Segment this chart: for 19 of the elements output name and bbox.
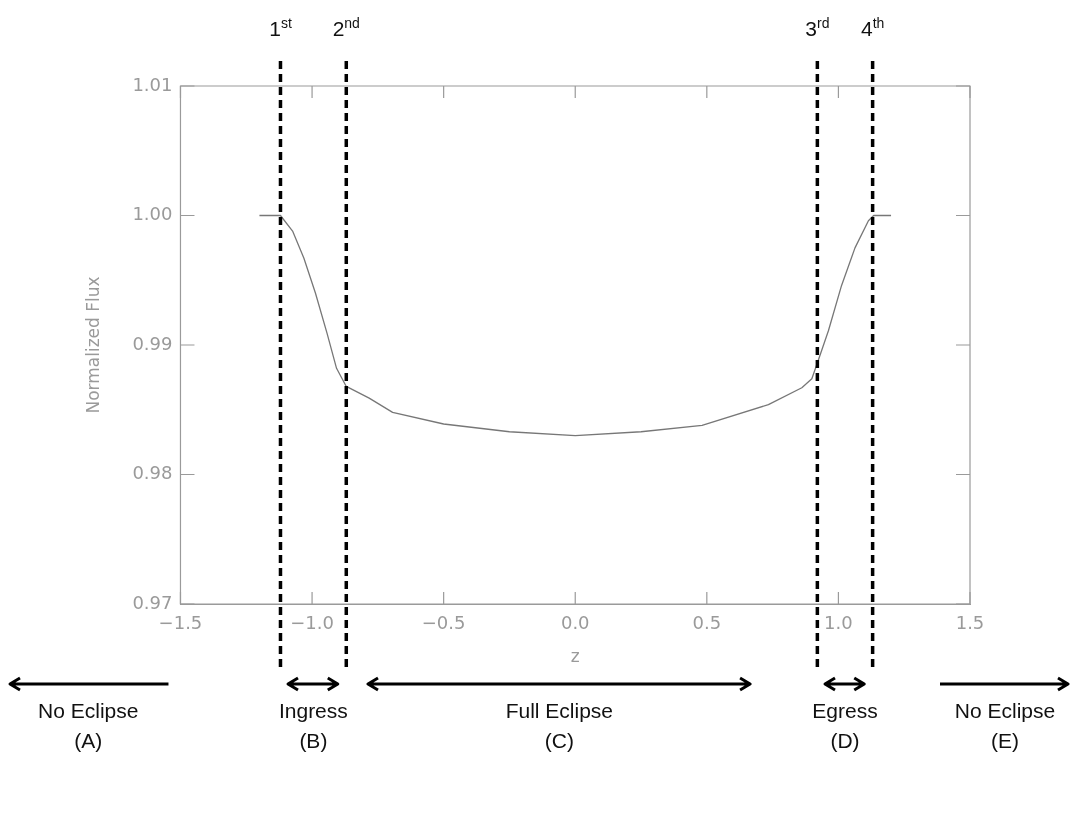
- x-tick-label: −1.0: [290, 612, 334, 634]
- text: Full Eclipse (C): [505, 698, 613, 755]
- y-tick-label: 1.01: [132, 73, 173, 95]
- text: Ingress (B): [278, 698, 348, 755]
- text: No Eclipse (A): [38, 698, 139, 755]
- y-tick-label: 0.97: [132, 591, 173, 613]
- x-axis-title: z: [570, 646, 580, 667]
- x-tick-label: −0.5: [421, 612, 466, 634]
- y-tick-label: 1.00: [132, 203, 173, 225]
- y-axis-title: Normalized Flux: [82, 276, 103, 414]
- x-tick-label: 1.0: [824, 612, 853, 634]
- text: Egress (D): [812, 698, 878, 755]
- x-tick-label: 1.5: [955, 612, 985, 634]
- y-tick-label: 0.98: [132, 462, 173, 484]
- y-tick-label: 0.99: [132, 332, 173, 354]
- x-tick-label: −1.5: [158, 612, 203, 634]
- x-tick-label: 0.0: [560, 612, 590, 634]
- x-tick-label: 0.5: [692, 612, 722, 634]
- text: No Eclipse (E): [954, 698, 1056, 755]
